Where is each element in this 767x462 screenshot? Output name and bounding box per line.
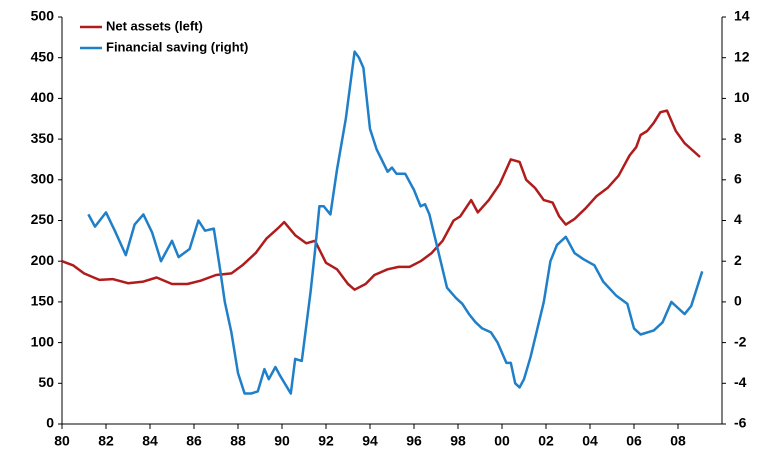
- series-line: [87, 50, 704, 395]
- x-tick-label: 84: [142, 433, 158, 449]
- x-tick-label: 04: [582, 433, 598, 449]
- x-tick-label: 02: [538, 433, 554, 449]
- y2-tick-label: -6: [734, 415, 747, 431]
- y-tick-label: 100: [31, 333, 55, 349]
- y-tick-label: 50: [38, 374, 54, 390]
- x-tick-label: 06: [626, 433, 642, 449]
- x-tick-label: 92: [318, 433, 334, 449]
- y2-tick-label: 6: [734, 171, 742, 187]
- y2-tick-label: 14: [734, 8, 750, 24]
- y-tick-label: 350: [31, 130, 55, 146]
- y2-tick-label: -2: [734, 333, 747, 349]
- y-tick-label: 0: [46, 415, 54, 431]
- x-tick-label: 88: [230, 433, 246, 449]
- y2-tick-label: 2: [734, 252, 742, 268]
- x-tick-label: 00: [494, 433, 510, 449]
- x-tick-label: 94: [362, 433, 378, 449]
- legend-label: Net assets (left): [106, 18, 203, 33]
- x-tick-label: 80: [54, 433, 70, 449]
- y-tick-label: 250: [31, 211, 55, 227]
- y2-tick-label: 4: [734, 211, 742, 227]
- x-tick-label: 96: [406, 433, 422, 449]
- y2-tick-label: -4: [734, 374, 747, 390]
- x-tick-label: 86: [186, 433, 202, 449]
- y-tick-label: 450: [31, 48, 55, 64]
- y-tick-label: 400: [31, 89, 55, 105]
- y-tick-label: 200: [31, 252, 55, 268]
- x-tick-label: 08: [670, 433, 686, 449]
- y2-tick-label: 0: [734, 293, 742, 309]
- y2-tick-label: 8: [734, 130, 742, 146]
- series-line: [61, 109, 701, 291]
- y2-tick-label: 10: [734, 89, 750, 105]
- x-tick-label: 82: [98, 433, 114, 449]
- legend: Net assets (left) Financial saving (right…: [80, 18, 248, 54]
- y-tick-label: 300: [31, 171, 55, 187]
- y-tick-label: 500: [31, 8, 55, 24]
- y-tick-label: 150: [31, 293, 55, 309]
- legend-label: Financial saving (right): [106, 39, 248, 54]
- y2-tick-label: 12: [734, 48, 750, 64]
- x-tick-label: 98: [450, 433, 466, 449]
- x-tick-label: 90: [274, 433, 290, 449]
